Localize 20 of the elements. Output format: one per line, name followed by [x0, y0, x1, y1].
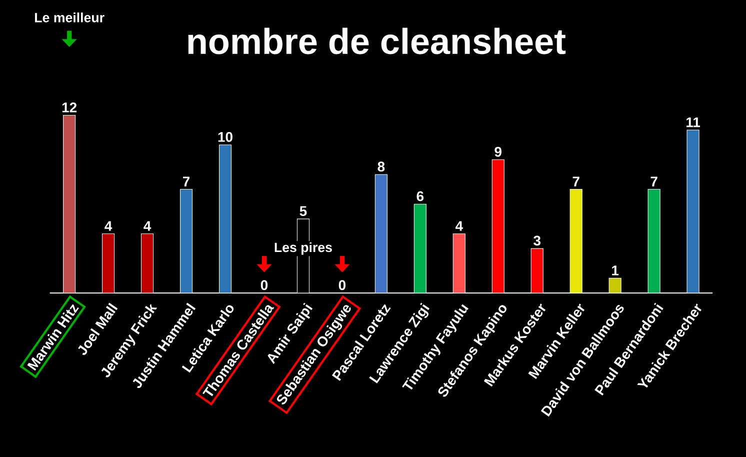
data-label: 12	[62, 102, 77, 112]
chart-title: nombre de cleansheet	[188, 28, 566, 54]
annotation: Les pires	[274, 242, 332, 255]
data-label: 3	[534, 236, 540, 246]
data-label: 10	[218, 132, 232, 142]
data-label: 8	[378, 162, 385, 172]
data-label: 4	[144, 221, 152, 231]
data-label: 7	[572, 176, 580, 186]
data-label: 11	[686, 117, 700, 128]
data-label: 7	[182, 176, 190, 186]
data-label: 1	[612, 266, 619, 276]
text: Le meilleur	[35, 12, 104, 22]
data-label: 0	[338, 280, 346, 290]
data-label: 9	[494, 146, 502, 157]
data-label: 0	[260, 280, 268, 290]
data-label: 6	[416, 191, 424, 202]
data-label: 4	[455, 221, 463, 231]
data-label: 7	[650, 176, 658, 186]
data-label: 4	[104, 221, 112, 231]
data-label: 5	[300, 206, 307, 216]
